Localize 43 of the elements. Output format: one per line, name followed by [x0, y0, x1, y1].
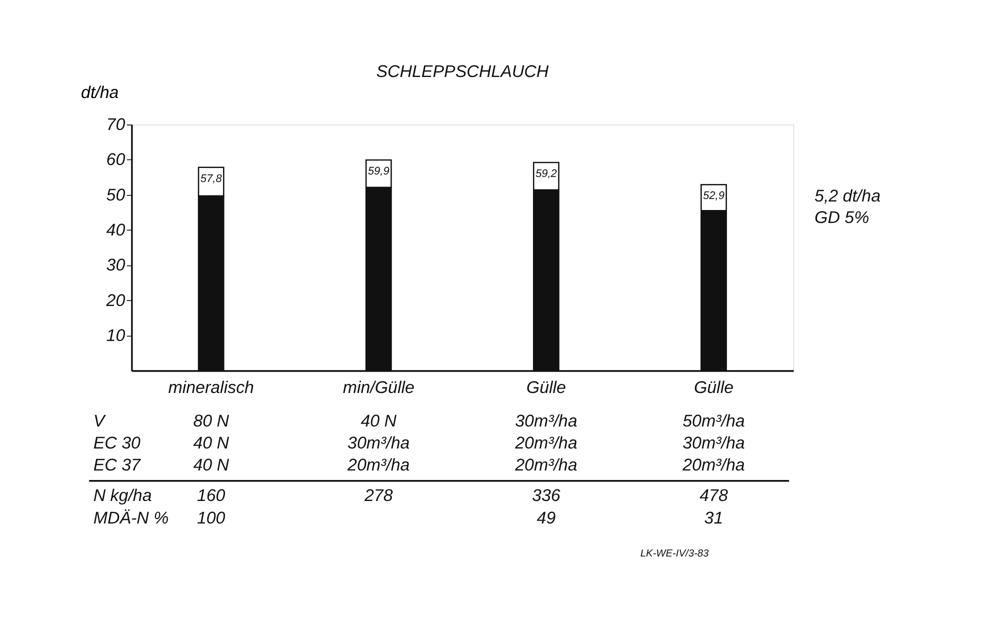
- text: 49: [536, 508, 556, 528]
- x-tick-label: Gülle: [694, 378, 734, 398]
- text: N kg/ha: [93, 486, 152, 506]
- text: 20m³/ha: [514, 434, 578, 453]
- text: 40 N: [193, 456, 230, 475]
- text: 5,2 dt/ha GD 5%: [814, 186, 881, 227]
- text: 278: [363, 486, 394, 506]
- text: 31: [704, 508, 724, 528]
- text: 20m³/ha: [346, 456, 410, 475]
- x-tick-label: Gülle: [526, 378, 566, 398]
- text: EC 37: [93, 456, 142, 475]
- text: V: [93, 412, 106, 431]
- total-label: 52,9: [703, 190, 724, 202]
- y-tick-label: 50: [106, 185, 126, 204]
- y-tick-label: 40: [106, 220, 126, 240]
- text: 336: [532, 486, 561, 506]
- text: 20m³/ha: [514, 456, 578, 475]
- y-axis-title: dt/ha: [81, 82, 119, 102]
- x-tick-label: min/Gülle: [342, 378, 414, 398]
- text: 40 N: [360, 412, 398, 431]
- y-tick-label: 10: [106, 326, 126, 345]
- chart-title: SCHLEPPSCHLAUCH: [376, 62, 550, 81]
- total-label: 59,2: [535, 168, 557, 180]
- text: 100: [196, 508, 226, 528]
- total-label: 59,9: [368, 165, 390, 178]
- text: 30m³/ha: [348, 434, 410, 453]
- x-tick-label: mineralisch: [168, 378, 254, 398]
- text: 30m³/ha: [515, 412, 578, 431]
- text: 30m³/ha: [682, 434, 745, 453]
- y-tick-label: 30: [106, 256, 126, 275]
- text: LK-WE-IV/3-83: [640, 548, 710, 560]
- text: EC 30: [93, 434, 142, 453]
- y-tick-label: 20: [105, 290, 126, 310]
- text: MDÄ-N %: [93, 508, 169, 528]
- y-tick-label: 60: [106, 150, 126, 170]
- y-tick-label: 70: [106, 115, 126, 134]
- text: 478: [700, 486, 728, 506]
- text: 80 N: [193, 412, 230, 431]
- total-label: 57,8: [200, 172, 223, 185]
- text: 40 N: [193, 434, 230, 453]
- text: 50m³/ha: [682, 412, 745, 431]
- text: 20m³/ha: [682, 456, 745, 475]
- text: 160: [196, 486, 226, 506]
